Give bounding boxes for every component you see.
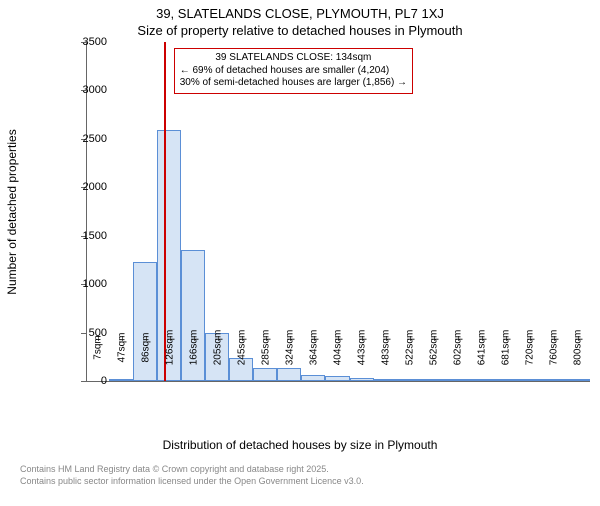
x-tick: 800sqm	[566, 336, 590, 386]
x-tick: 364sqm	[302, 336, 326, 386]
x-tick-label: 7sqm	[93, 335, 104, 359]
x-tick: 602sqm	[446, 336, 470, 386]
x-tick-label: 522sqm	[405, 330, 416, 366]
x-tick: 562sqm	[422, 336, 446, 386]
x-tick-label: 602sqm	[453, 330, 464, 366]
x-tick: 720sqm	[518, 336, 542, 386]
x-tick-label: 800sqm	[573, 330, 584, 366]
x-tick: 7sqm	[86, 336, 110, 386]
x-tick-label: 126sqm	[165, 330, 176, 366]
x-tick-label: 364sqm	[309, 330, 320, 366]
x-tick-label: 205sqm	[213, 330, 224, 366]
x-tick: 126sqm	[158, 336, 182, 386]
x-tick: 681sqm	[494, 336, 518, 386]
y-axis-label: Number of detached properties	[5, 129, 19, 294]
annotation-box: 39 SLATELANDS CLOSE: 134sqm ← 69% of det…	[174, 48, 413, 94]
x-tick: 522sqm	[398, 336, 422, 386]
y-tick-label: 1000	[47, 278, 117, 290]
x-tick-label: 47sqm	[117, 332, 128, 362]
x-tick-label: 720sqm	[525, 330, 536, 366]
annotation-line3: 30% of semi-detached houses are larger (…	[180, 77, 407, 90]
x-tick: 760sqm	[542, 336, 566, 386]
y-tick-label: 2000	[47, 181, 117, 193]
footer-line1: Contains HM Land Registry data © Crown c…	[20, 464, 600, 476]
x-tick-label: 443sqm	[357, 330, 368, 366]
x-tick: 86sqm	[134, 336, 158, 386]
x-tick: 245sqm	[230, 336, 254, 386]
x-tick-label: 285sqm	[261, 330, 272, 366]
x-tick-label: 760sqm	[549, 330, 560, 366]
x-tick: 205sqm	[206, 336, 230, 386]
y-tick-label: 3000	[47, 84, 117, 96]
x-axis-label: Distribution of detached houses by size …	[0, 438, 600, 452]
x-tick: 47sqm	[110, 336, 134, 386]
x-tick: 285sqm	[254, 336, 278, 386]
x-tick: 483sqm	[374, 336, 398, 386]
footer-line2: Contains public sector information licen…	[20, 476, 600, 488]
x-tick-label: 245sqm	[237, 330, 248, 366]
x-tick-label: 641sqm	[477, 330, 488, 366]
x-tick: 443sqm	[350, 336, 374, 386]
x-tick-label: 404sqm	[333, 330, 344, 366]
x-tick-label: 681sqm	[501, 330, 512, 366]
y-tick-label: 3500	[47, 36, 117, 48]
x-ticks: 7sqm 47sqm86sqm126sqm166sqm205sqm245sqm28…	[86, 336, 590, 386]
x-tick: 324sqm	[278, 336, 302, 386]
x-tick-label: 86sqm	[141, 332, 152, 362]
x-tick-label: 483sqm	[381, 330, 392, 366]
x-tick: 404sqm	[326, 336, 350, 386]
x-tick-label: 324sqm	[285, 330, 296, 366]
chart-container: Number of detached properties 39 SLATELA…	[58, 42, 590, 382]
footer-credits: Contains HM Land Registry data © Crown c…	[20, 464, 600, 487]
x-tick-label: 166sqm	[189, 330, 200, 366]
y-tick-label: 1500	[47, 230, 117, 242]
y-tick-label: 2500	[47, 133, 117, 145]
annotation-line2: ← 69% of detached houses are smaller (4,…	[180, 65, 407, 78]
page-title-address: 39, SLATELANDS CLOSE, PLYMOUTH, PL7 1XJ	[0, 6, 600, 21]
annotation-line1: 39 SLATELANDS CLOSE: 134sqm	[180, 52, 407, 65]
x-tick: 166sqm	[182, 336, 206, 386]
x-tick-label: 562sqm	[429, 330, 440, 366]
x-tick: 641sqm	[470, 336, 494, 386]
